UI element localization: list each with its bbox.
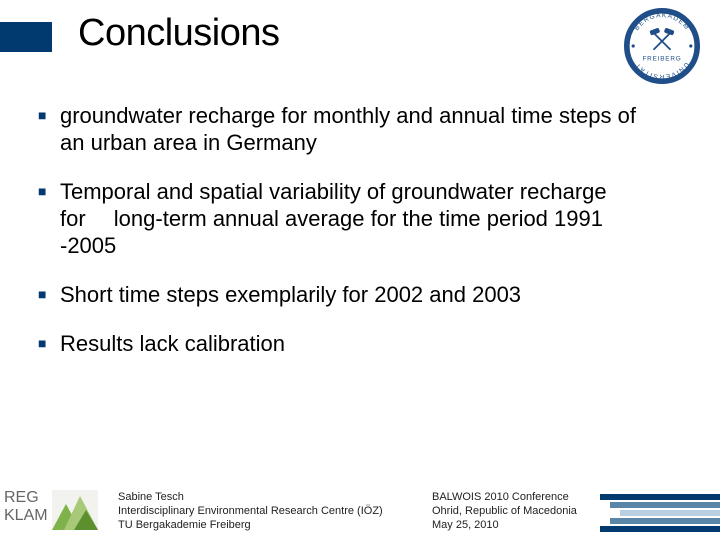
footer-conf-place: Ohrid, Republic of Macedonia [432,504,577,518]
university-logo: BERGAKADEM UNIVERSITÄT FREIBERG [622,6,702,86]
bullet-marker-icon: ■ [38,102,52,156]
bullet-item: ■ Results lack calibration [38,330,648,357]
footer-author-uni: TU Bergakademie Freiberg [118,518,383,532]
bullet-item: ■ Temporal and spatial variability of gr… [38,178,648,259]
footer-author-block: Sabine Tesch Interdisciplinary Environme… [118,490,383,532]
bullet-item: ■ Short time steps exemplarily for 2002 … [38,281,648,308]
bullet-list: ■ groundwater recharge for monthly and a… [38,102,648,379]
stripe-logo [600,494,720,534]
footer-conf-name: BALWOIS 2010 Conference [432,490,577,504]
bullet-text: Temporal and spatial variability of grou… [52,178,648,259]
footer-conf-date: May 25, 2010 [432,518,577,532]
footer-author-affil: Interdisciplinary Environmental Research… [118,504,383,518]
bullet-marker-icon: ■ [38,330,52,357]
regklam-line1: REG [4,489,39,506]
header-accent-bar [0,22,52,52]
footer-conference-block: BALWOIS 2010 Conference Ohrid, Republic … [432,490,577,532]
bullet-text: Short time steps exemplarily for 2002 an… [52,281,521,308]
regklam-logo: REG KLAM [0,486,100,534]
bullet-marker-icon: ■ [38,178,52,259]
regklam-line2: KLAM [4,507,48,524]
slide: Conclusions BERGAKADEM UNIVERSITÄT FREIB… [0,0,720,540]
footer-author-name: Sabine Tesch [118,490,383,504]
slide-title: Conclusions [78,12,280,55]
bullet-item: ■ groundwater recharge for monthly and a… [38,102,648,156]
bullet-marker-icon: ■ [38,281,52,308]
bullet-text: groundwater recharge for monthly and ann… [52,102,648,156]
logo-center-text: FREIBERG [642,55,681,62]
bullet-text: Results lack calibration [52,330,285,357]
